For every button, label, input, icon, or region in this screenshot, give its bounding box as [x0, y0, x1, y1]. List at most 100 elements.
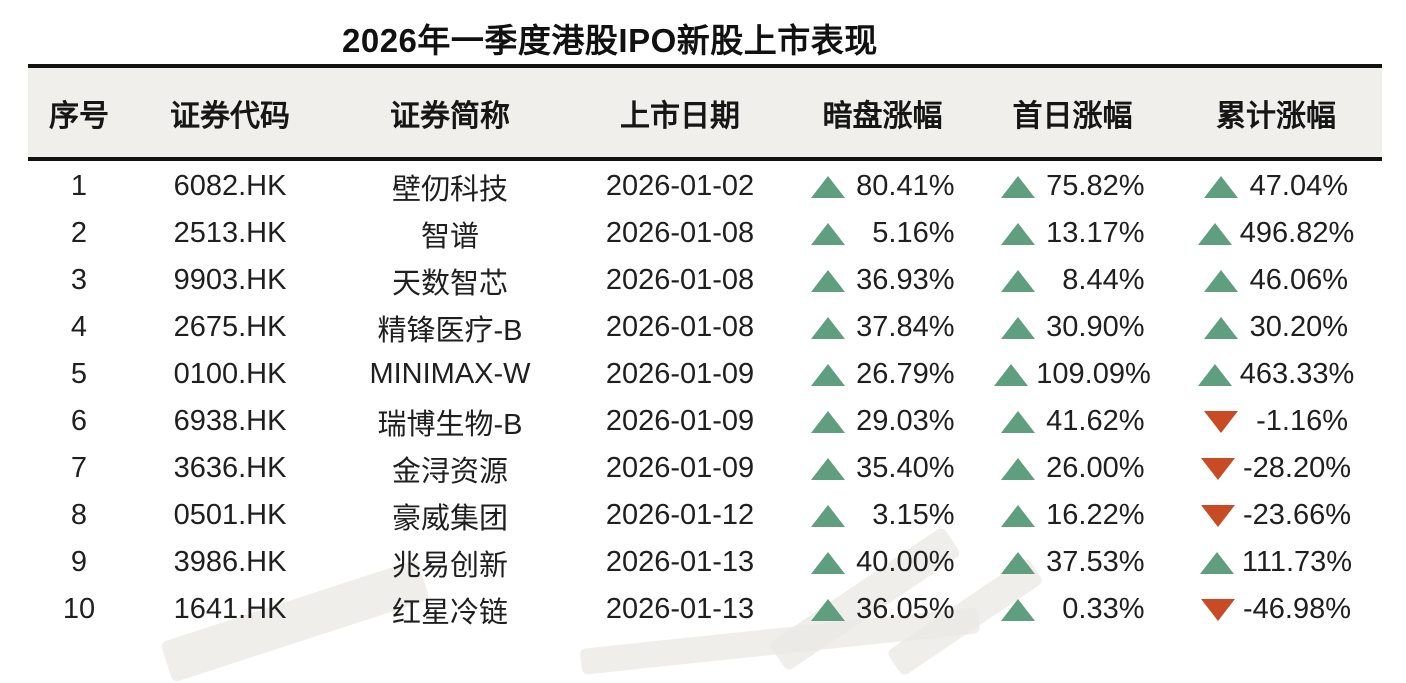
cell-stock-name: 瑞博生物-B	[377, 408, 523, 441]
cell-first-day-change: 13.17%	[975, 217, 1170, 250]
change-value: 30.90%	[1046, 311, 1145, 343]
table-row: 6 6938.HK 瑞博生物-B 2026-01-09 29.03% 41.62% -1.1…	[28, 398, 1382, 445]
cell-stock-name: 壁仞科技	[391, 173, 508, 206]
cell-first-day-change: 0.33%	[975, 593, 1170, 626]
up-triangle-icon	[1197, 363, 1232, 386]
cell-stock-name: 智谱	[420, 220, 479, 253]
up-triangle-icon	[810, 410, 845, 433]
cell-dark-market-change: 37.84%	[790, 311, 975, 344]
cell-listing-date: 2026-01-13	[605, 546, 755, 578]
cell-stock-name: 兆易创新	[391, 549, 508, 582]
up-triangle-icon	[1000, 504, 1035, 527]
change-value: 16.22%	[1046, 499, 1145, 531]
change-value: 3.15%	[872, 499, 955, 531]
cell-listing-date: 2026-01-09	[605, 358, 755, 390]
cell-dark-market-change: 40.00%	[790, 546, 975, 579]
change-value: 8.44%	[1062, 264, 1145, 296]
cell-listing-date: 2026-01-08	[605, 217, 755, 249]
cell-seq: 2	[70, 217, 88, 249]
column-header-stock-name: 证券简称	[390, 99, 510, 133]
up-triangle-icon	[1000, 410, 1035, 433]
change-value: 36.93%	[856, 264, 955, 296]
up-triangle-icon	[1204, 269, 1238, 292]
change-value: 47.04%	[1249, 170, 1348, 202]
cell-seq: 9	[70, 546, 88, 578]
table-row: 9 3986.HK 兆易创新 2026-01-13 40.00% 37.53% 111.73…	[28, 539, 1382, 586]
up-triangle-icon	[810, 222, 845, 245]
cell-first-day-change: 37.53%	[975, 546, 1170, 579]
table-row: 2 2513.HK 智谱 2026-01-08 5.16% 13.17% 496.82%	[28, 210, 1382, 257]
page-title: 2026年一季度港股IPO新股上市表现	[342, 22, 878, 59]
cell-seq: 10	[62, 593, 96, 625]
up-triangle-icon	[1000, 175, 1035, 198]
table-row: 4 2675.HK 精锋医疗-B 2026-01-08 37.84% 30.90% 30.2…	[28, 304, 1382, 351]
up-triangle-icon	[810, 175, 845, 198]
up-triangle-icon	[1199, 551, 1234, 574]
change-value: 36.05%	[856, 593, 955, 625]
up-triangle-icon	[810, 363, 845, 386]
cell-cumulative-change: 46.06%	[1170, 264, 1382, 297]
down-triangle-icon	[1200, 598, 1235, 621]
cell-stock-code: 1641.HK	[173, 593, 287, 625]
cell-listing-date: 2026-01-12	[605, 499, 755, 531]
cell-dark-market-change: 5.16%	[790, 217, 975, 250]
cell-seq: 7	[70, 452, 88, 484]
change-value: 35.40%	[856, 452, 955, 484]
up-triangle-icon	[1000, 457, 1035, 480]
table-row: 3 9903.HK 天数智芯 2026-01-08 36.93% 8.44% 46.06%	[28, 257, 1382, 304]
cell-stock-code: 3986.HK	[173, 546, 287, 578]
cell-listing-date: 2026-01-13	[605, 593, 755, 625]
cell-stock-code: 2675.HK	[173, 311, 287, 343]
table-row: 10 1641.HK 红星冷链 2026-01-13 36.05% 0.33% -46.98…	[28, 586, 1382, 633]
change-value: -23.66%	[1242, 499, 1351, 531]
cell-first-day-change: 109.09%	[975, 358, 1170, 391]
change-value: 46.06%	[1249, 264, 1348, 296]
cell-dark-market-change: 80.41%	[790, 170, 975, 203]
cell-cumulative-change: 111.73%	[1170, 546, 1382, 579]
up-triangle-icon	[810, 316, 845, 339]
change-value: 37.53%	[1046, 546, 1145, 578]
cell-dark-market-change: 36.05%	[790, 593, 975, 626]
table-body: 1 6082.HK 壁仞科技 2026-01-02 80.41% 75.82% 47.04%…	[28, 163, 1382, 633]
change-value: 496.82%	[1239, 217, 1355, 249]
title-underline-rule	[28, 64, 1382, 68]
change-value: 29.03%	[856, 405, 955, 437]
change-value: -1.16%	[1256, 405, 1348, 437]
cell-cumulative-change: -1.16%	[1170, 405, 1382, 438]
table-row: 5 0100.HK MINIMAX-W 2026-01-09 26.79% 109.09%…	[28, 351, 1382, 398]
cell-listing-date: 2026-01-08	[605, 311, 755, 343]
cell-dark-market-change: 35.40%	[790, 452, 975, 485]
cell-stock-code: 2513.HK	[173, 217, 287, 249]
change-value: 111.73%	[1241, 546, 1353, 578]
cell-seq: 1	[70, 170, 88, 202]
down-triangle-icon	[1200, 457, 1235, 480]
cell-stock-code: 9903.HK	[173, 264, 287, 296]
cell-seq: 3	[70, 264, 88, 296]
cell-stock-code: 6938.HK	[173, 405, 287, 437]
up-triangle-icon	[1000, 316, 1035, 339]
change-value: 109.09%	[1036, 358, 1151, 390]
change-value: 463.33%	[1239, 358, 1355, 390]
cell-stock-code: 6082.HK	[173, 170, 287, 202]
up-triangle-icon	[1000, 269, 1035, 292]
up-triangle-icon	[810, 269, 845, 292]
change-value: 75.82%	[1046, 170, 1145, 202]
cell-stock-name: 天数智芯	[391, 267, 508, 300]
up-triangle-icon	[1197, 222, 1232, 245]
cell-stock-code: 0501.HK	[173, 499, 287, 531]
cell-dark-market-change: 29.03%	[790, 405, 975, 438]
cell-stock-name: MINIMAX-W	[369, 358, 531, 390]
change-value: 37.84%	[856, 311, 955, 343]
up-triangle-icon	[1000, 551, 1035, 574]
down-triangle-icon	[1204, 410, 1238, 433]
cell-dark-market-change: 3.15%	[790, 499, 975, 532]
up-triangle-icon	[1204, 175, 1238, 198]
cell-stock-code: 3636.HK	[173, 452, 287, 484]
change-value: 41.62%	[1046, 405, 1145, 437]
cell-listing-date: 2026-01-02	[605, 170, 755, 202]
cell-first-day-change: 26.00%	[975, 452, 1170, 485]
cell-listing-date: 2026-01-08	[605, 264, 755, 296]
cell-seq: 8	[70, 499, 88, 531]
change-value: 30.20%	[1249, 311, 1348, 343]
table-row: 1 6082.HK 壁仞科技 2026-01-02 80.41% 75.82% 47.04%	[28, 163, 1382, 210]
